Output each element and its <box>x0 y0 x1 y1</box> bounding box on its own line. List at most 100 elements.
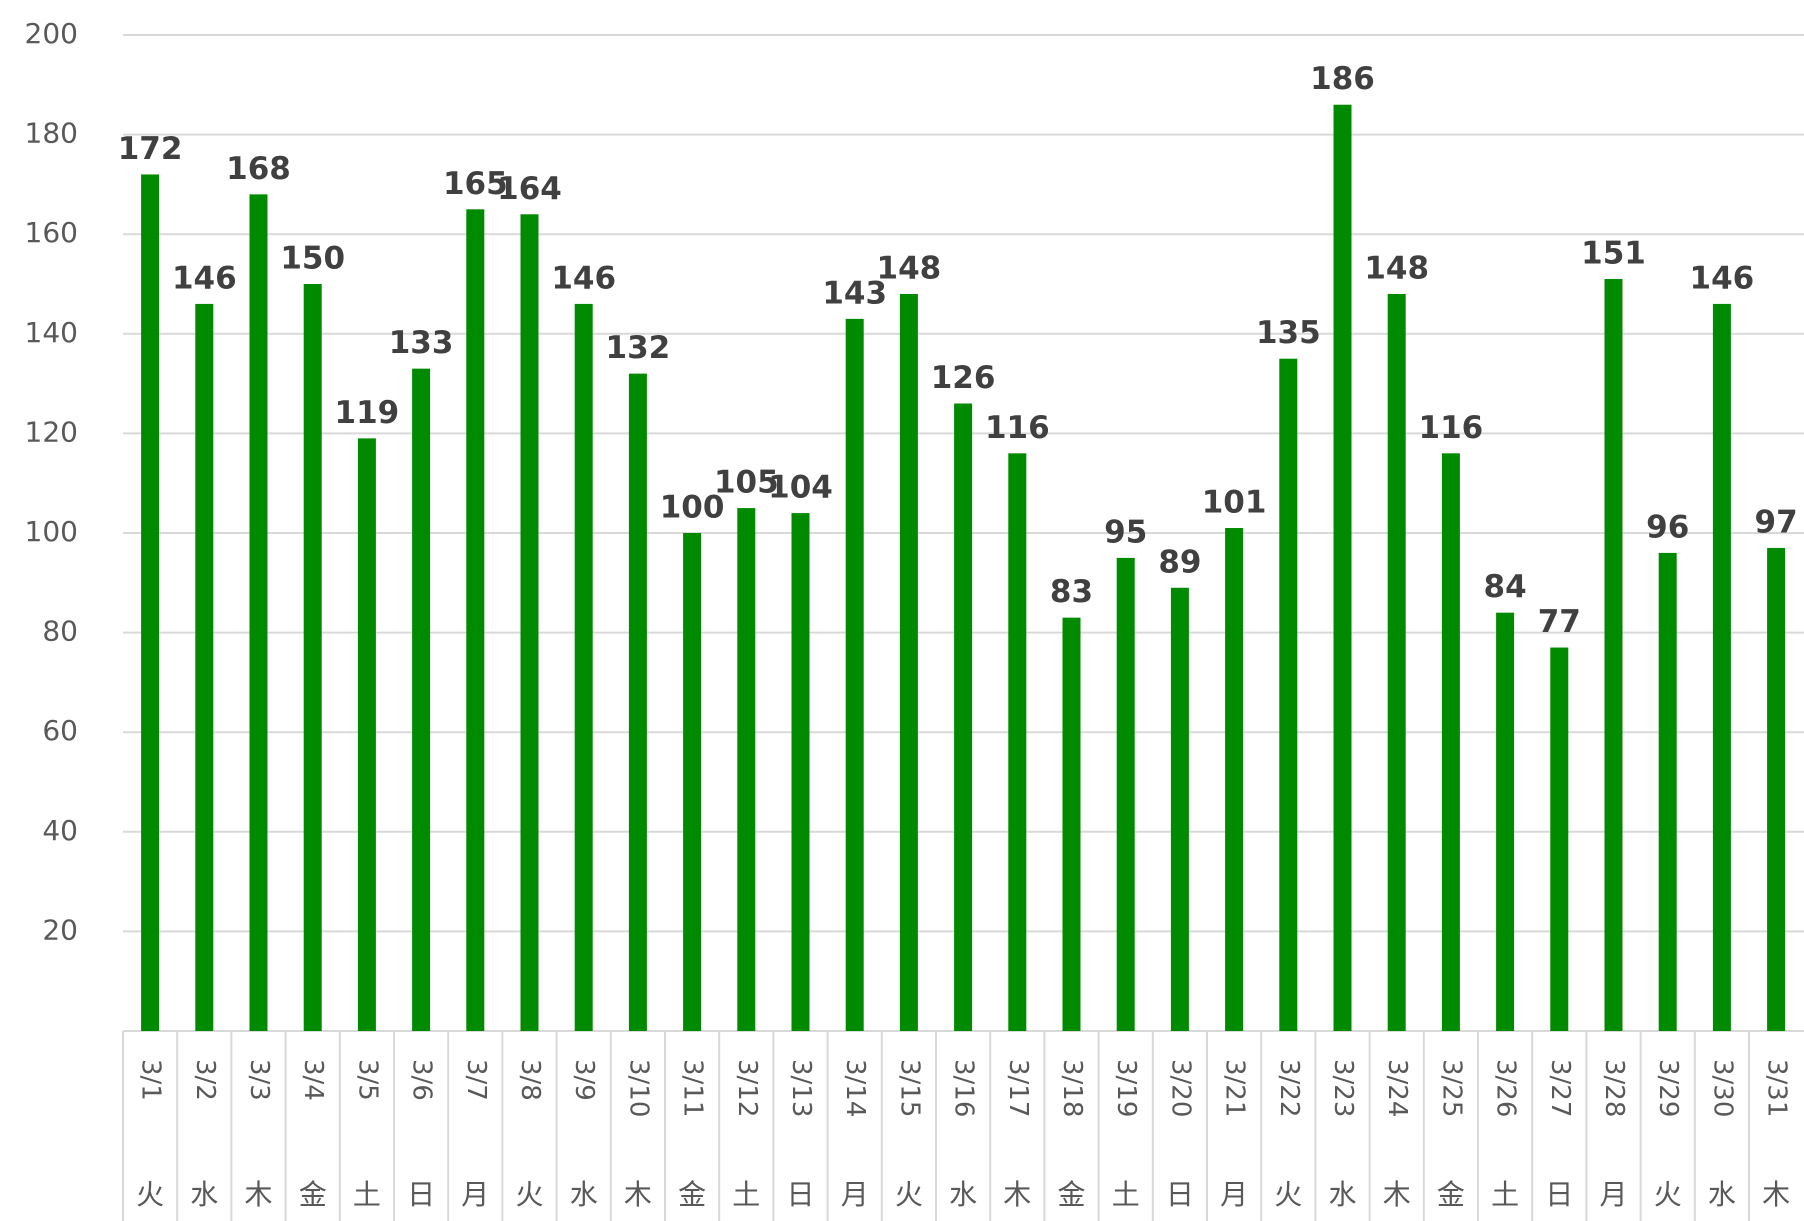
bar <box>1712 303 1731 1031</box>
value-label: 150 <box>280 241 345 277</box>
weekday-label: 火 <box>1654 1178 1682 1211</box>
x-tick-label: 3/17 <box>1003 1059 1033 1117</box>
y-tick-label: 100 <box>25 515 78 548</box>
weekday-label: 日 <box>1545 1178 1573 1211</box>
bar <box>1008 453 1027 1031</box>
value-label: 83 <box>1050 574 1093 610</box>
bar <box>520 214 539 1031</box>
bar <box>141 174 160 1031</box>
x-tick-label: 3/11 <box>678 1059 708 1117</box>
bar <box>1333 104 1352 1032</box>
x-tick-label: 3/26 <box>1491 1059 1521 1117</box>
weekday-label: 火 <box>895 1178 923 1211</box>
x-tick-label: 3/3 <box>244 1059 274 1101</box>
value-label: 105 <box>714 465 779 501</box>
weekday-label: 金 <box>678 1178 706 1211</box>
x-tick-label: 3/1 <box>136 1059 166 1101</box>
x-tick-label: 3/21 <box>1220 1059 1250 1117</box>
bar <box>1441 453 1460 1031</box>
x-tick-label: 3/20 <box>1165 1059 1195 1117</box>
weekday-label: 水 <box>570 1178 598 1211</box>
value-label: 151 <box>1581 236 1646 272</box>
weekday-label: 土 <box>732 1178 760 1211</box>
x-tick-label: 3/29 <box>1653 1059 1683 1117</box>
weekday-label: 金 <box>1437 1178 1465 1211</box>
bar <box>737 508 756 1032</box>
weekday-label: 土 <box>1491 1178 1519 1211</box>
y-tick-label: 160 <box>25 216 78 249</box>
x-tick-label: 3/30 <box>1707 1059 1737 1117</box>
weekday-label: 月 <box>1599 1178 1627 1211</box>
value-label: 96 <box>1646 509 1689 545</box>
value-label: 100 <box>660 490 725 526</box>
value-label: 119 <box>335 395 400 431</box>
bar <box>1604 279 1623 1031</box>
bar <box>845 318 864 1031</box>
weekday-label: 月 <box>841 1178 869 1211</box>
weekday-label: 水 <box>1328 1178 1356 1211</box>
bar <box>574 303 593 1031</box>
value-label: 146 <box>1690 260 1755 296</box>
bar <box>1387 293 1406 1032</box>
bar <box>1550 647 1569 1031</box>
value-label: 97 <box>1755 504 1798 540</box>
weekday-label: 木 <box>1383 1178 1411 1211</box>
bar <box>1170 587 1189 1031</box>
value-label: 135 <box>1256 315 1321 351</box>
bar <box>357 438 376 1031</box>
weekday-label: 火 <box>1274 1178 1302 1211</box>
value-label: 146 <box>172 260 237 296</box>
x-tick-label: 3/14 <box>840 1059 870 1117</box>
value-label: 143 <box>822 275 887 311</box>
bar <box>303 284 322 1031</box>
bar <box>1062 617 1081 1031</box>
bar <box>195 303 214 1031</box>
value-label: 186 <box>1310 61 1375 97</box>
bar <box>1225 528 1244 1031</box>
value-label: 164 <box>497 171 562 207</box>
bar <box>683 533 702 1031</box>
x-tick-label: 3/4 <box>298 1059 328 1101</box>
value-label: 133 <box>389 325 454 361</box>
value-label: 165 <box>443 166 508 202</box>
weekday-label: 土 <box>353 1178 381 1211</box>
x-tick-label: 3/28 <box>1599 1059 1629 1117</box>
x-tick-label: 3/22 <box>1274 1059 1304 1117</box>
value-label: 84 <box>1484 569 1527 605</box>
weekday-label: 水 <box>1708 1178 1736 1211</box>
weekday-label: 日 <box>786 1178 814 1211</box>
bar <box>1279 358 1298 1031</box>
x-tick-label: 3/19 <box>1111 1059 1141 1117</box>
bar <box>1496 612 1515 1031</box>
y-tick-label: 40 <box>42 814 78 847</box>
y-tick-label: 20 <box>42 913 78 946</box>
x-tick-label: 3/24 <box>1382 1059 1412 1117</box>
x-tick-label: 3/10 <box>623 1059 653 1117</box>
weekday-label: 火 <box>136 1178 164 1211</box>
x-tick-label: 3/13 <box>786 1059 816 1117</box>
bar <box>1658 552 1677 1031</box>
x-tick-label: 3/23 <box>1328 1059 1358 1117</box>
value-label: 116 <box>1419 410 1484 446</box>
x-tick-label: 3/15 <box>894 1059 924 1117</box>
x-tick-label: 3/5 <box>352 1059 382 1101</box>
value-label: 101 <box>1202 485 1267 521</box>
value-label: 146 <box>551 260 616 296</box>
value-label: 116 <box>985 410 1050 446</box>
value-label: 132 <box>606 330 671 366</box>
value-label: 172 <box>118 131 183 167</box>
value-label: 104 <box>768 470 833 506</box>
weekday-label: 日 <box>1166 1178 1194 1211</box>
weekday-label: 水 <box>949 1178 977 1211</box>
bar <box>791 513 810 1031</box>
bar <box>249 194 268 1032</box>
weekday-label: 金 <box>299 1178 327 1211</box>
value-label: 89 <box>1158 544 1201 580</box>
value-label: 126 <box>931 360 996 396</box>
value-label: 95 <box>1104 514 1147 550</box>
y-tick-label: 60 <box>42 714 78 747</box>
x-tick-label: 3/18 <box>1057 1059 1087 1117</box>
y-tick-label: 180 <box>25 117 78 150</box>
x-tick-label: 3/8 <box>515 1059 545 1101</box>
